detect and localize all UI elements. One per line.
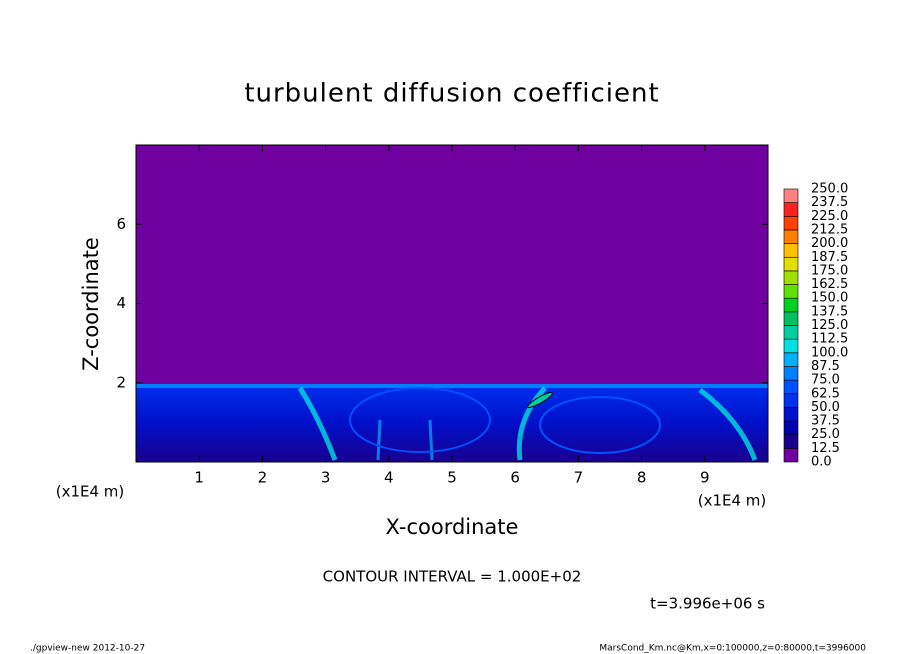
time-note: t=3.996e+06 s bbox=[650, 595, 765, 613]
x-tick-label: 3 bbox=[321, 469, 331, 487]
x-unit: (x1E4 m) bbox=[698, 492, 767, 510]
x-tick-label: 8 bbox=[637, 469, 647, 487]
colorbar-label: 12.5 bbox=[811, 441, 840, 456]
colorbar-label: 162.5 bbox=[811, 277, 848, 292]
y-tick-label: 2 bbox=[116, 373, 126, 391]
colorbar-cell bbox=[783, 311, 799, 326]
colorbar-cell bbox=[783, 407, 799, 422]
colorbar-label: 237.5 bbox=[811, 195, 848, 210]
colorbar-label: 225.0 bbox=[811, 209, 848, 224]
colorbar-label: 25.0 bbox=[811, 427, 840, 442]
colorbar-cell bbox=[783, 229, 799, 244]
colorbar-label: 0.0 bbox=[811, 455, 832, 470]
colorbar-label: 50.0 bbox=[811, 400, 840, 415]
colorbar-cell bbox=[783, 243, 799, 258]
y-unit: (x1E4 m) bbox=[56, 483, 125, 501]
colorbar-cell bbox=[783, 434, 799, 449]
colorbar-cell bbox=[783, 352, 799, 367]
y-axis-label: Z-coordinate bbox=[79, 237, 103, 371]
colorbar-label: 212.5 bbox=[811, 222, 848, 237]
colorbar-cell bbox=[783, 270, 799, 285]
x-tick-label: 1 bbox=[194, 469, 204, 487]
colorbar-cell bbox=[783, 420, 799, 435]
chart-title: turbulent diffusion coefficient bbox=[244, 79, 659, 109]
contour-note: CONTOUR INTERVAL = 1.000E+02 bbox=[323, 568, 582, 586]
x-tick-label: 4 bbox=[384, 469, 394, 487]
x-tick-label: 5 bbox=[447, 469, 457, 487]
colorbar-label: 125.0 bbox=[811, 318, 848, 333]
colorbar-cell bbox=[783, 297, 799, 313]
colorbar-cell bbox=[783, 202, 799, 217]
colorbar-label: 150.0 bbox=[811, 291, 848, 306]
colorbar-label: 87.5 bbox=[811, 359, 840, 374]
y-tick-label: 6 bbox=[116, 215, 126, 233]
footer-right: MarsCond_Km.nc@Km,x=0:100000,z=0:80000,t… bbox=[599, 644, 866, 654]
colorbar-label: 137.5 bbox=[811, 304, 848, 319]
colorbar-cell bbox=[783, 188, 799, 203]
colorbar-cell bbox=[783, 393, 799, 408]
x-tick-label: 2 bbox=[258, 469, 268, 487]
colorbar-label: 62.5 bbox=[811, 386, 840, 401]
colorbar-label: 100.0 bbox=[811, 345, 848, 360]
colorbar-cell bbox=[783, 379, 799, 395]
x-tick-label: 6 bbox=[510, 469, 520, 487]
colorbar-cell bbox=[783, 216, 799, 231]
colorbar-cell bbox=[783, 256, 799, 272]
colorbar-cell bbox=[783, 325, 799, 340]
footer-left: ./gpview-new 2012-10-27 bbox=[30, 644, 145, 654]
x-axis-label: X-coordinate bbox=[386, 515, 519, 539]
colorbar-label: 200.0 bbox=[811, 236, 848, 251]
colorbar-cell bbox=[783, 338, 799, 354]
colorbar-label: 250.0 bbox=[811, 182, 848, 197]
field bbox=[136, 145, 768, 462]
colorbar-label: 112.5 bbox=[811, 332, 848, 347]
x-tick-label: 9 bbox=[700, 469, 710, 487]
colorbar-label: 175.0 bbox=[811, 263, 848, 278]
colorbar-cell bbox=[783, 366, 799, 381]
colorbar-label: 37.5 bbox=[811, 414, 840, 429]
colorbar-label: 75.0 bbox=[811, 373, 840, 388]
colorbar-cell bbox=[783, 448, 799, 463]
colorbar-label: 187.5 bbox=[811, 250, 848, 265]
colorbar-cell bbox=[783, 284, 799, 299]
y-tick-label: 4 bbox=[116, 294, 126, 312]
x-tick-label: 7 bbox=[574, 469, 584, 487]
